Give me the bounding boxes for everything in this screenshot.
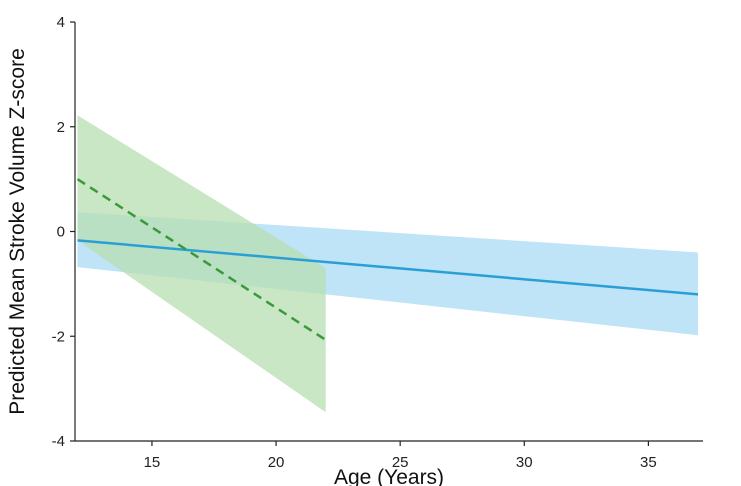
x-tick-label: 30	[516, 454, 533, 471]
x-tick-label: 35	[640, 454, 657, 471]
y-tick-label: 4	[57, 14, 65, 31]
confidence-band-2	[77, 115, 326, 413]
x-axis-label: Age (Years)	[334, 466, 444, 486]
x-tick-label: 25	[392, 454, 409, 471]
y-tick-label: 0	[57, 224, 65, 241]
x-tick-label: 15	[144, 454, 161, 471]
y-axis-label: Predicted Mean Stroke Volume Z-score	[6, 48, 29, 415]
series-lines	[76, 178, 699, 341]
y-tick-label: -4	[52, 433, 65, 450]
series-line-2	[76, 178, 327, 341]
y-tick-label: -2	[52, 328, 65, 345]
confidence-bands	[77, 115, 699, 413]
x-tick-label: 20	[268, 454, 285, 471]
y-tick-label: 2	[57, 119, 65, 136]
axes: -4 -2 0 2 4 15 20 25 30 35	[52, 14, 703, 471]
series-line-1	[77, 239, 699, 296]
